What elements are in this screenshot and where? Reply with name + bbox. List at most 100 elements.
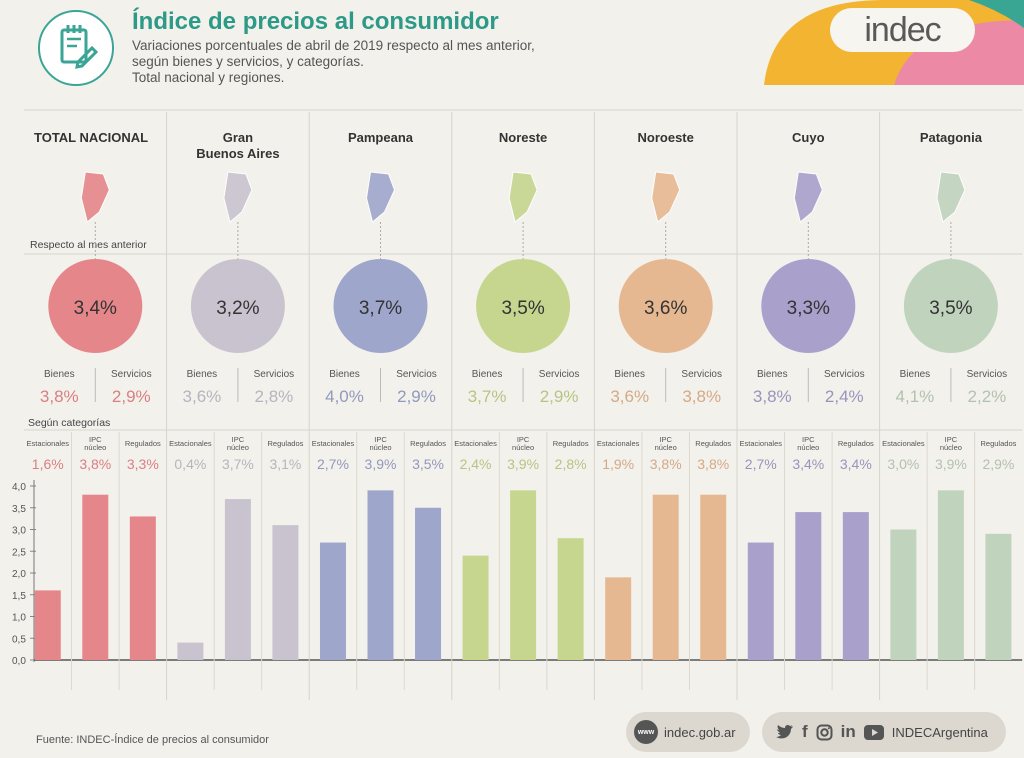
subtitle-line: Variaciones porcentuales de abril de 201… (132, 38, 535, 53)
category-value-label: 2,4% (460, 456, 492, 472)
category-value-label: 3,8% (697, 456, 729, 472)
total-value: 3,2% (216, 298, 259, 319)
facebook-icon[interactable]: f (802, 722, 808, 741)
y-tick-label: 1,0 (12, 613, 26, 624)
category-value-label: 3,5% (412, 456, 444, 472)
indec-logo: indec (830, 8, 975, 52)
website-link[interactable]: www indec.gob.ar (626, 712, 750, 752)
bar (129, 516, 156, 660)
y-tick-label: 2,5 (12, 547, 26, 558)
category-label: Regulados (981, 439, 1017, 448)
total-circle (476, 259, 571, 353)
segun-categorias-label: Según categorías (28, 417, 110, 429)
bienes-label: Bienes (900, 369, 931, 380)
region-map-icon (365, 171, 396, 223)
category-value-label: 3,3% (127, 456, 159, 472)
total-value: 3,6% (644, 298, 687, 319)
social-handle: INDECArgentina (891, 724, 988, 740)
bienes-value: 3,8% (40, 387, 79, 406)
bar (224, 499, 251, 660)
category-label: IPC (374, 435, 387, 444)
category-value-label: 3,4% (840, 456, 872, 472)
servicios-value: 2,9% (112, 387, 151, 406)
bienes-value: 3,6% (183, 387, 222, 406)
category-label: Estacionales (597, 439, 640, 448)
category-value-label: 3,9% (935, 456, 967, 472)
category-value-label: 2,7% (745, 456, 777, 472)
category-value-label: 2,8% (555, 456, 587, 472)
region-map-icon (793, 171, 823, 223)
instagram-icon[interactable] (816, 724, 833, 741)
category-value-label: 0,4% (174, 456, 206, 472)
bienes-label: Bienes (329, 369, 360, 380)
category-label: núcleo (940, 443, 962, 452)
bienes-value: 3,6% (610, 387, 649, 406)
category-label: IPC (232, 435, 245, 444)
y-tick-label: 2,0 (12, 569, 26, 580)
bar (890, 529, 917, 660)
category-label: IPC (945, 435, 958, 444)
region-name: Noroeste (638, 130, 694, 145)
region-map-icon (223, 171, 253, 223)
bienes-label: Bienes (757, 369, 788, 380)
bar (795, 512, 822, 660)
region-map-icon (651, 171, 681, 223)
twitter-icon[interactable] (776, 724, 794, 740)
total-circle (48, 259, 143, 353)
bar (272, 525, 299, 660)
category-label: núcleo (84, 443, 106, 452)
servicios-label: Servicios (824, 369, 865, 380)
category-value-label: 3,7% (222, 456, 254, 472)
total-circle (190, 259, 285, 353)
bar (367, 490, 394, 660)
category-label: núcleo (369, 443, 391, 452)
category-label: Estacionales (27, 439, 70, 448)
page-title: Índice de precios al consumidor (132, 8, 499, 35)
region-map-icon (508, 171, 538, 223)
report-logo-icon (38, 10, 114, 86)
category-label: Estacionales (882, 439, 925, 448)
y-tick-label: 0,0 (12, 656, 26, 667)
category-value-label: 1,6% (32, 456, 64, 472)
y-tick-label: 1,5 (12, 591, 26, 602)
category-value-label: 3,4% (792, 456, 824, 472)
servicios-label: Servicios (396, 369, 437, 380)
bienes-label: Bienes (187, 369, 218, 380)
region-map-icon (936, 171, 966, 223)
bienes-value: 3,7% (468, 387, 507, 406)
total-circle (618, 259, 713, 353)
subtitle: Variaciones porcentuales de abril de 201… (132, 38, 535, 86)
category-label: núcleo (797, 443, 819, 452)
servicios-label: Servicios (681, 369, 722, 380)
servicios-value: 2,4% (825, 387, 864, 406)
region-name: Gran (223, 130, 253, 145)
bienes-label: Bienes (44, 369, 75, 380)
bar (747, 542, 774, 660)
youtube-icon[interactable] (863, 724, 884, 740)
category-value-label: 2,9% (982, 456, 1014, 472)
website-label: indec.gob.ar (664, 724, 736, 740)
bar (510, 490, 537, 660)
region-name: Pampeana (348, 130, 414, 145)
category-label: IPC (802, 435, 815, 444)
bar (937, 490, 964, 660)
linkedin-icon[interactable]: in (840, 722, 856, 741)
bar (82, 494, 109, 660)
servicios-value: 3,8% (682, 387, 721, 406)
bar (177, 642, 204, 660)
category-label: Estacionales (454, 439, 497, 448)
source-note: Fuente: INDEC-Índice de precios al consu… (36, 734, 269, 746)
category-label: Regulados (268, 439, 304, 448)
region-name: TOTAL NACIONAL (34, 130, 148, 145)
web-icon: www (634, 720, 658, 744)
bar (985, 533, 1012, 660)
bar (700, 494, 727, 660)
region-name: Cuyo (792, 130, 825, 145)
region-name: Patagonia (920, 130, 983, 145)
bienes-value: 4,0% (325, 387, 364, 406)
category-label: núcleo (655, 443, 677, 452)
total-value: 3,5% (501, 298, 544, 319)
bienes-label: Bienes (614, 369, 645, 380)
servicios-value: 2,2% (968, 387, 1007, 406)
